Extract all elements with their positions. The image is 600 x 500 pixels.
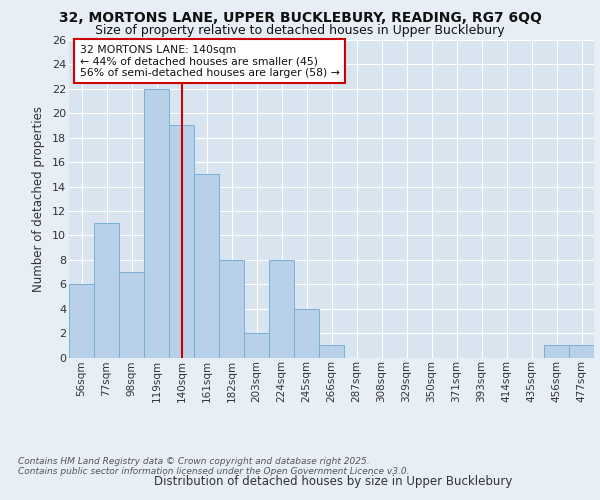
- Bar: [194, 174, 219, 358]
- Text: Contains HM Land Registry data © Crown copyright and database right 2025.: Contains HM Land Registry data © Crown c…: [18, 457, 370, 466]
- Bar: [244, 333, 269, 357]
- Y-axis label: Number of detached properties: Number of detached properties: [32, 106, 45, 292]
- Bar: [544, 346, 569, 358]
- Text: 32, MORTONS LANE, UPPER BUCKLEBURY, READING, RG7 6QQ: 32, MORTONS LANE, UPPER BUCKLEBURY, READ…: [59, 11, 541, 25]
- Text: Size of property relative to detached houses in Upper Bucklebury: Size of property relative to detached ho…: [95, 24, 505, 37]
- Bar: [69, 284, 94, 358]
- Text: Distribution of detached houses by size in Upper Bucklebury: Distribution of detached houses by size …: [154, 474, 512, 488]
- Bar: [569, 346, 594, 358]
- Bar: [319, 346, 344, 358]
- Bar: [269, 260, 294, 358]
- Text: Contains public sector information licensed under the Open Government Licence v3: Contains public sector information licen…: [18, 467, 409, 476]
- Text: 32 MORTONS LANE: 140sqm
← 44% of detached houses are smaller (45)
56% of semi-de: 32 MORTONS LANE: 140sqm ← 44% of detache…: [79, 45, 340, 78]
- Bar: [294, 308, 319, 358]
- Bar: [119, 272, 144, 358]
- Bar: [169, 126, 194, 358]
- Bar: [219, 260, 244, 358]
- Bar: [144, 89, 169, 357]
- Bar: [94, 223, 119, 358]
